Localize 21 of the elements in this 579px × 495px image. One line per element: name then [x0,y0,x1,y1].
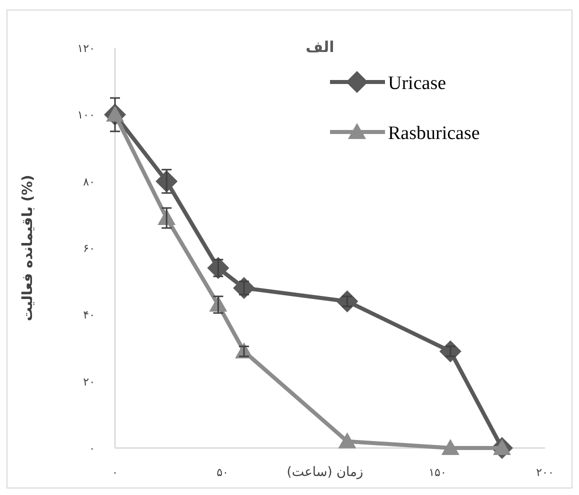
y-tick-label: ۱۰۰ [77,108,95,122]
y-tick-label: ۸۰ [83,175,95,188]
point [439,340,462,362]
legend-label: Rasburicase [388,123,480,144]
y-tick-label: ۲۰ [83,375,95,388]
y-tick-label: ۰ [89,442,95,455]
legend-label: Uricase [388,73,446,94]
x-tick-label: ۵۰ [216,466,228,479]
chart-title: الف [306,38,334,56]
y-tick-label: ۴۰ [83,308,95,322]
y-tick-label: ۱۲۰ [77,42,95,55]
point [338,432,356,448]
x-tick-label: ۲۰۰ [536,466,554,479]
x-tick-label: ۰ [112,466,118,479]
x-tick-label: ۱۵۰ [428,466,446,479]
y-axis-title: باقیمانده فعالیت (%) [20,174,36,322]
point [441,439,460,455]
y-tick-label: ۶۰ [83,242,95,255]
x-axis-title: زمان (ساعت) [286,465,364,480]
point [233,277,255,299]
point [336,290,358,312]
